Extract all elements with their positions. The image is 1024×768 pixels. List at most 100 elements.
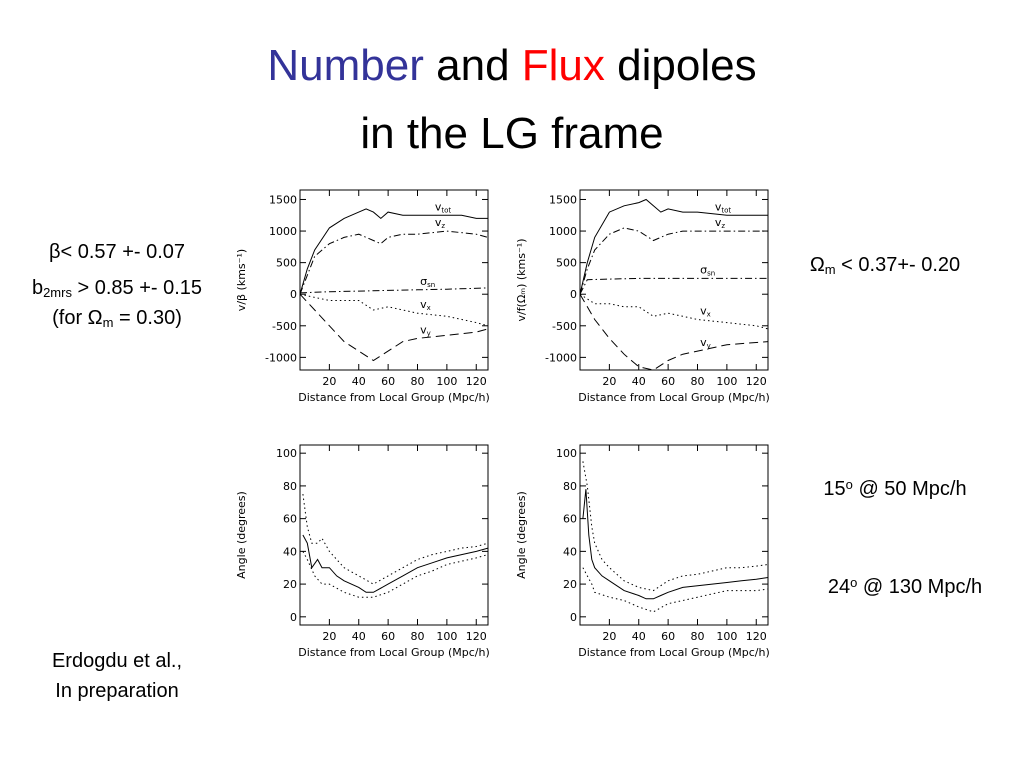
x-tick-label: 120 [746,630,767,643]
y-tick-label: -500 [272,320,297,333]
y-tick-label: 20 [283,578,297,591]
note: 15o @ 50 Mpc/h [823,477,966,500]
series-name: v [715,200,722,213]
y-tick-label: 0 [290,611,297,624]
y-axis-label: Angle (degrees) [235,491,248,579]
text-segment: o [850,575,857,590]
plot-frame [299,444,489,626]
y-tick-label: 1500 [549,193,577,206]
data-line [299,293,489,327]
series-name-sub: y [427,330,431,338]
data-line [299,230,489,295]
series-name-sub: z [721,222,725,230]
text-segment: Ω [810,254,825,276]
y-axis-label: Angle (degrees) [515,491,528,579]
text-segment: β [49,241,61,263]
text-segment: o [846,477,853,492]
reference: In preparation [55,680,178,702]
y-axis-label: v/β (kms⁻¹) [235,249,248,311]
x-tick-label: 40 [352,375,366,388]
plot-frame [299,189,489,371]
series-label: vtot [435,200,452,214]
data-line [299,208,488,295]
x-tick-label: 80 [411,630,425,643]
text-segment: m [103,315,114,330]
series-name-sub: x [707,311,711,319]
series-name: v [700,304,707,317]
y-tick-label: 500 [556,257,577,270]
y-tick-label: -1000 [545,351,577,364]
series-label: vx [700,304,711,318]
note: Ωm < 0.37+- 0.20 [810,254,960,277]
x-tick-label: 100 [716,375,737,388]
y-tick-label: 500 [276,257,297,270]
y-tick-label: 40 [283,545,297,558]
plot-frame [579,189,769,371]
note: (for Ωm = 0.30) [52,307,182,330]
y-tick-label: 60 [283,513,297,526]
series-name-sub: sn [707,270,715,278]
text-segment: 15 [823,478,845,500]
y-tick-label: 80 [563,480,577,493]
y-tick-label: -500 [552,320,577,333]
x-tick-label: 20 [602,375,616,388]
x-tick-label: 80 [411,375,425,388]
text-segment: @ 130 Mpc/h [857,576,982,598]
data-line [582,567,769,613]
data-line [582,461,769,592]
y-tick-label: 0 [290,288,297,301]
x-tick-label: 120 [466,375,487,388]
series-label: σsn [700,263,715,277]
x-tick-label: 20 [602,630,616,643]
text-segment: b [32,277,43,299]
text-segment: > 0.85 +- 0.15 [72,277,202,299]
x-tick-label: 60 [381,630,395,643]
y-tick-label: 60 [563,513,577,526]
y-tick-label: 80 [283,480,297,493]
data-line [302,494,489,585]
data-line [302,551,489,598]
x-axis-label: Distance from Local Group (Mpc/h) [578,391,769,404]
series-name: σ [700,263,707,276]
x-tick-label: 20 [322,375,336,388]
text-segment: and [424,41,522,90]
text-segment: in the LG frame [360,109,663,158]
chart: 20 40 60 80 100 120 0 20 40 60 80 100 Distance from … [515,444,770,659]
chart: 20 40 60 80 100 120 0 20 40 60 80 100 Distance from … [235,444,490,659]
note: β< 0.57 +- 0.07 [49,241,185,263]
y-axis-label: v/f(Ωₘ) (kms⁻¹) [515,238,528,321]
series-name: v [700,336,707,349]
chart: 20 40 60 80 100 120 -1000 -500 0 500 1000 1500 Dista… [235,189,490,404]
x-tick-label: 60 [381,375,395,388]
series-name: v [420,323,427,336]
x-tick-label: 40 [632,630,646,643]
x-tick-label: 120 [466,630,487,643]
text-segment: Flux [522,41,605,90]
text-segment: dipoles [605,41,757,90]
x-tick-label: 80 [691,630,705,643]
x-tick-label: 100 [436,375,457,388]
x-tick-label: 40 [632,375,646,388]
slide-title: in the LG frame [360,109,663,158]
text-segment: Number [267,41,424,90]
x-axis-label: Distance from Local Group (Mpc/h) [298,391,489,404]
series-name: σ [420,275,427,288]
x-tick-label: 120 [746,375,767,388]
text-segment: (for Ω [52,307,103,329]
y-tick-label: 0 [570,288,577,301]
series-label: vtot [715,200,732,214]
data-line [579,227,768,295]
series-name: v [435,216,442,229]
plot-frame [579,444,769,626]
series-label: vy [700,336,711,350]
series-name: v [420,298,427,311]
y-tick-label: 1000 [269,225,297,238]
series-name-sub: sn [427,281,435,289]
text-segment: m [825,262,836,277]
y-tick-label: 40 [563,545,577,558]
x-tick-label: 40 [352,630,366,643]
series-name-sub: z [441,222,445,230]
note: b2mrs > 0.85 +- 0.15 [32,277,202,300]
series-label: vz [435,216,446,230]
